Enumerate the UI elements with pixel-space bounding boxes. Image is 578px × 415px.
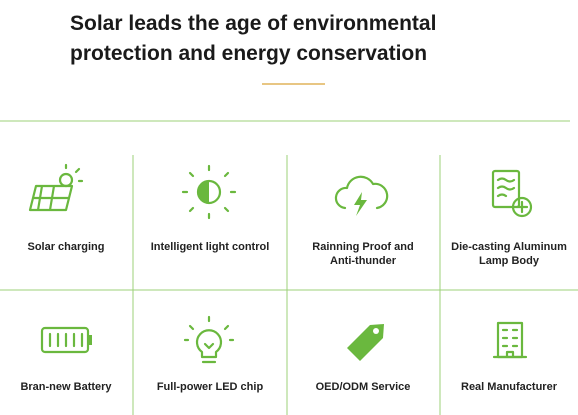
- icon-cloud: [334, 175, 389, 216]
- title-line: Solar leads the age of environmental: [70, 12, 436, 35]
- feature-labels: Solar charging Intelligent light control R…: [20, 241, 567, 393]
- feature-label: Full-power LED chip: [157, 381, 264, 393]
- icon-solar: [28, 163, 84, 212]
- feature-label: Lamp Body: [479, 255, 540, 267]
- feature-label: Rainning Proof and: [312, 241, 413, 253]
- feature-label: Intelligent light control: [151, 241, 270, 253]
- feature-label: Anti-thunder: [330, 255, 397, 267]
- feature-label: Bran-new Battery: [20, 381, 112, 393]
- icon-box: [491, 169, 533, 218]
- title-line: protection and energy conservation: [70, 42, 427, 65]
- icon-battery: [40, 326, 92, 354]
- feature-label: Die-casting Aluminum: [451, 241, 567, 253]
- feature-label: Solar charging: [27, 241, 104, 253]
- icon-bulb: [183, 315, 235, 364]
- icon-building: [492, 321, 528, 359]
- feature-label: OED/ODM Service: [316, 381, 411, 393]
- feature-label: Real Manufacturer: [461, 381, 558, 393]
- icon-light: [181, 164, 237, 220]
- icon-tag: [347, 324, 384, 361]
